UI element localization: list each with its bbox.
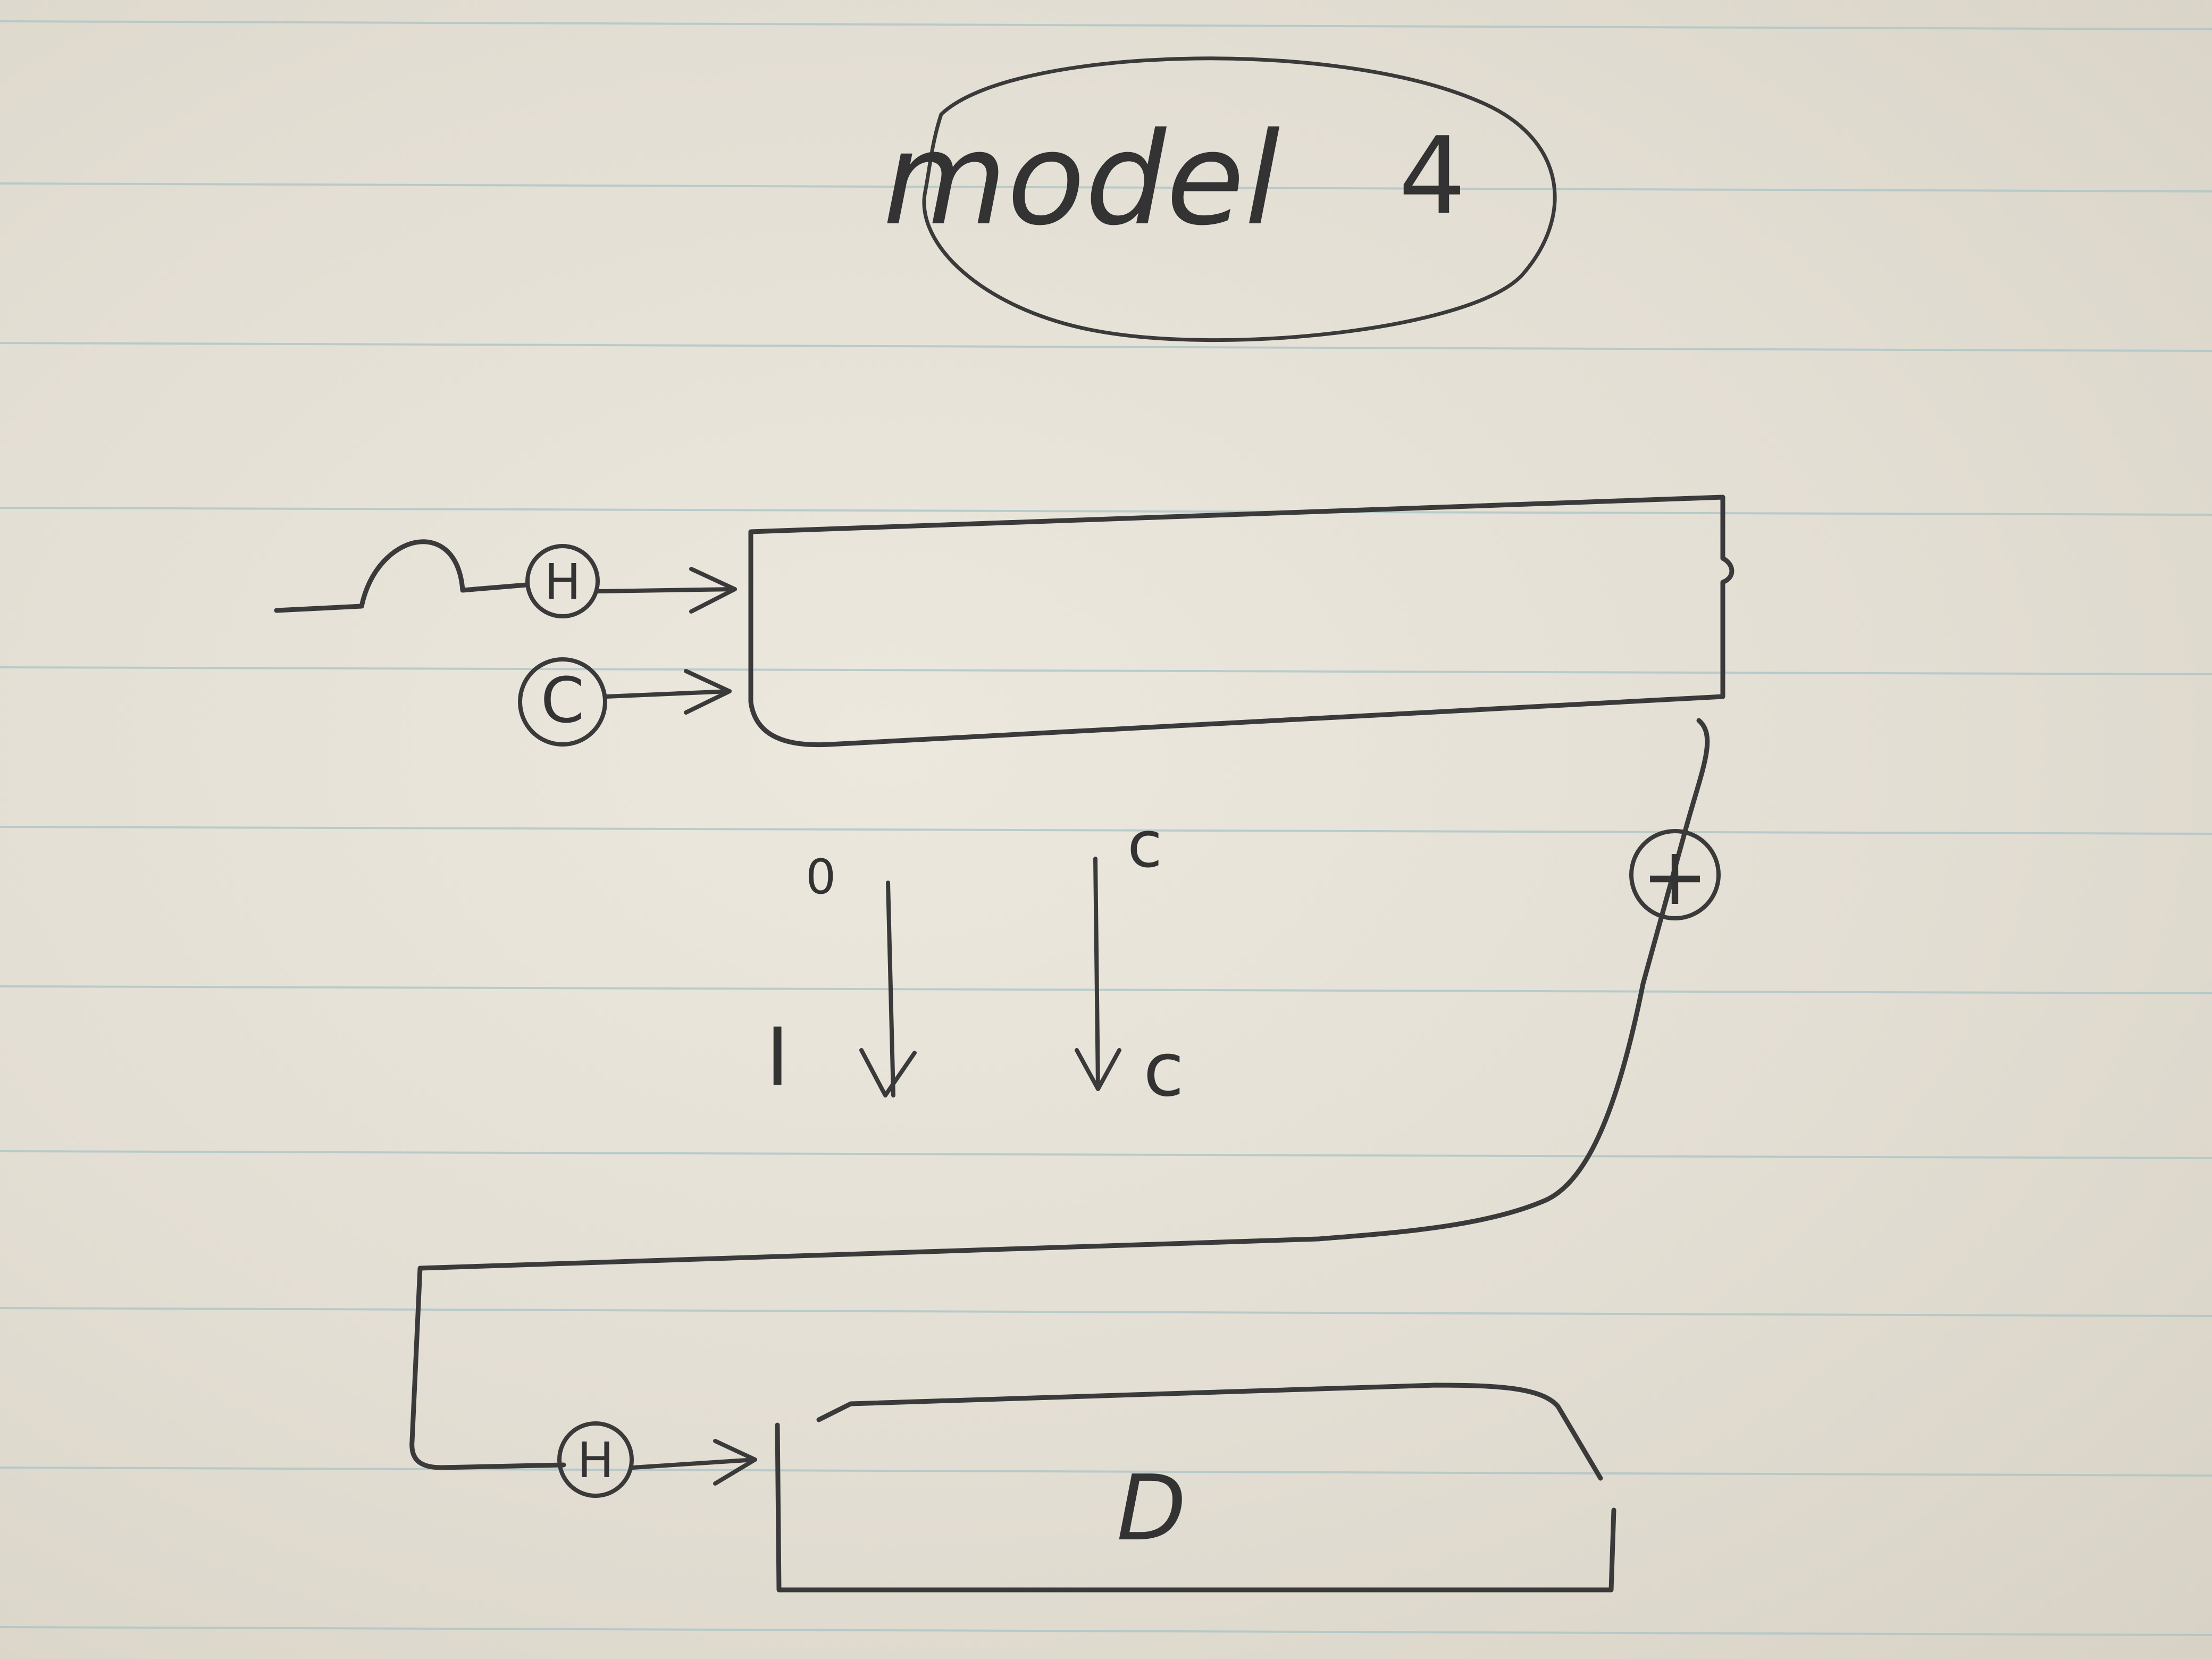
plus-node — [1629, 829, 1721, 920]
mapping-2-to: c — [1143, 1027, 1184, 1113]
bottom-block — [775, 1382, 1616, 1593]
title-ellipse — [922, 56, 1557, 342]
signal-wave — [274, 539, 529, 613]
mapping-1-arrow-head — [859, 1048, 917, 1097]
h-node-bottom-label: H — [577, 1432, 614, 1489]
mapping-2-from: c — [1127, 808, 1162, 882]
h-bottom-arrow-shaft — [631, 1457, 757, 1470]
mapping-1-from: 0 — [806, 849, 836, 905]
mapping-2-arrow-shaft — [1093, 857, 1100, 1090]
h-bottom-arrow-head — [713, 1439, 757, 1486]
h-arrow-head — [689, 567, 737, 614]
mapping-1-arrow-shaft — [886, 881, 895, 1097]
c-node-top-label: C — [541, 664, 584, 737]
mapping-1-to: I — [766, 1011, 789, 1104]
h-node-top — [525, 544, 600, 618]
c-arrow-shaft — [604, 689, 732, 699]
connector-line — [409, 718, 1710, 1470]
plus-node-label: + — [1641, 831, 1708, 923]
bottom-block-label: D — [1117, 1456, 1186, 1561]
c-node-top — [518, 657, 607, 747]
c-arrow-head — [684, 669, 732, 715]
mapping-2-arrow-head — [1075, 1048, 1121, 1091]
ruled-lines — [0, 20, 2212, 1636]
h-node-top-label: H — [544, 554, 581, 610]
top-block — [748, 495, 1735, 748]
h-arrow-shaft — [596, 587, 737, 593]
diagram-title-number: 4 — [1398, 114, 1466, 238]
h-node-bottom — [557, 1421, 634, 1498]
diagram-title: model — [883, 105, 1280, 254]
